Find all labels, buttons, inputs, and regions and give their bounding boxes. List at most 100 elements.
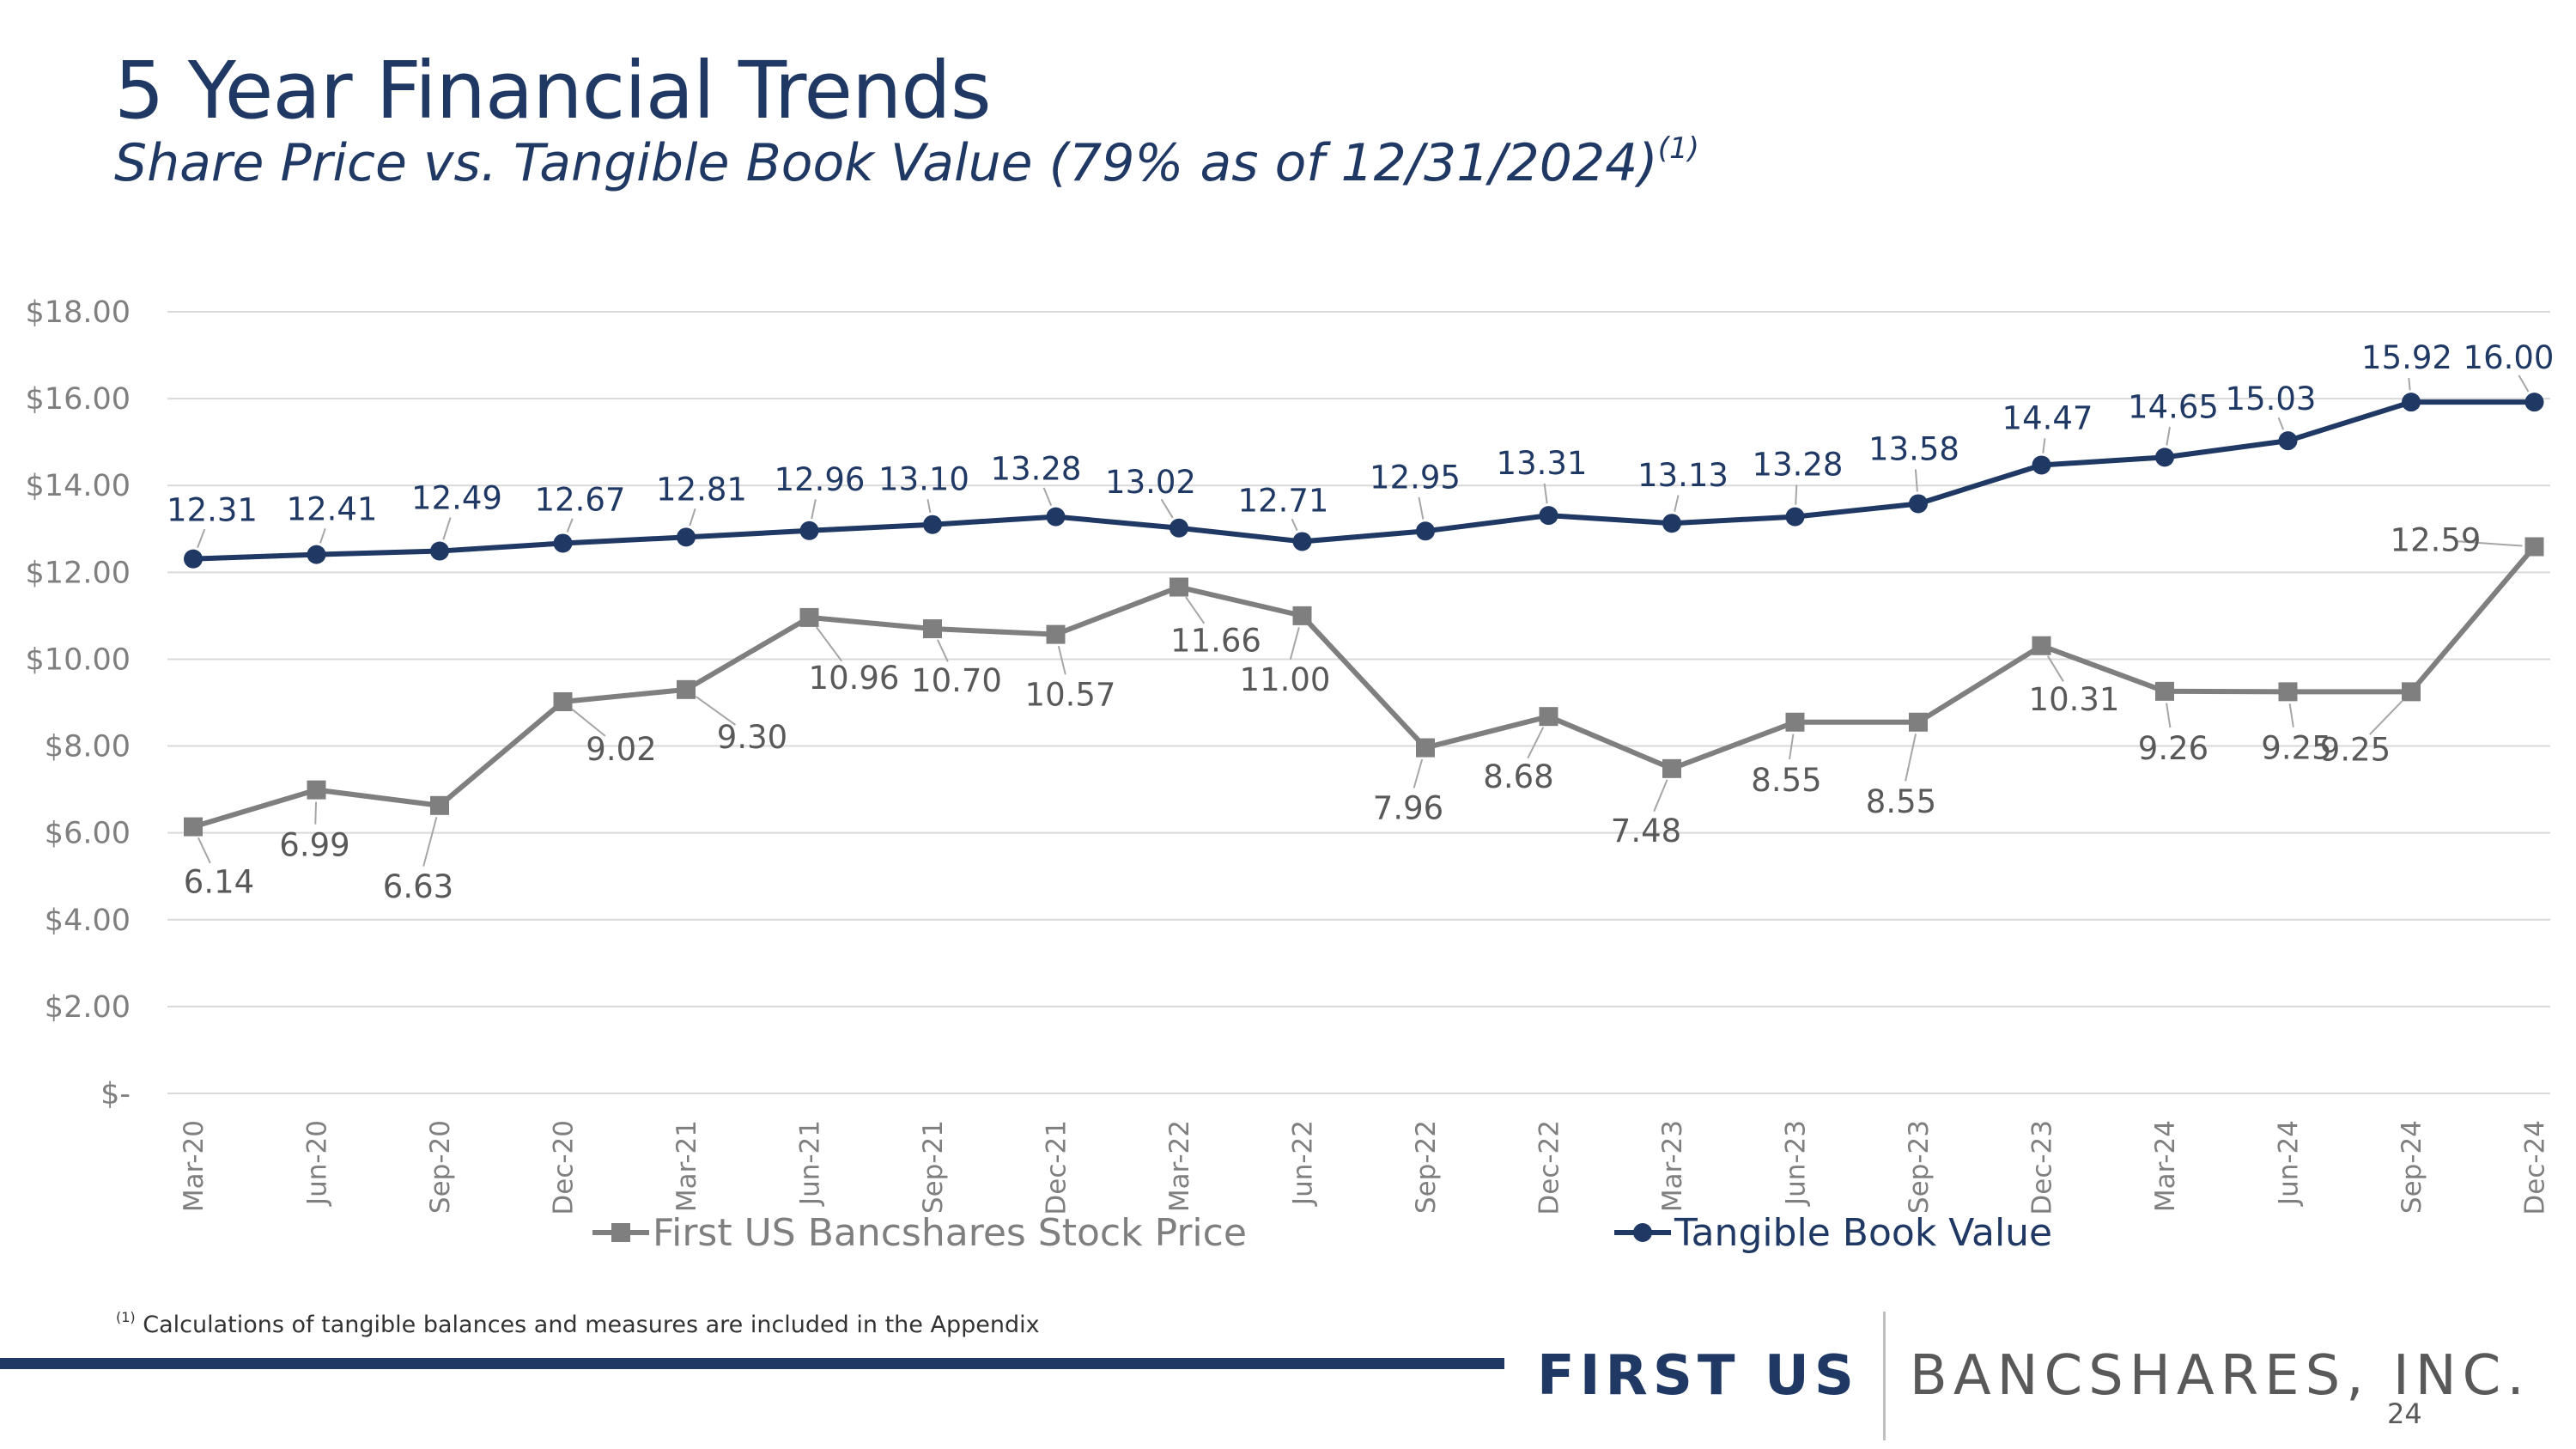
leader-line <box>1795 484 1798 505</box>
x-tick-label: Sep-23 <box>1904 1120 1935 1214</box>
data-point-tangible-book-value <box>2155 447 2174 467</box>
data-point-stock-price <box>307 780 326 800</box>
leader-line <box>197 837 211 864</box>
leader-line <box>1057 645 1066 675</box>
data-label-tangible-book-value: 12.67 <box>535 481 626 518</box>
leader-line <box>2518 374 2530 393</box>
leader-line <box>2166 426 2171 446</box>
x-tick-label: Jun-21 <box>795 1120 826 1207</box>
data-point-stock-price <box>1046 624 1066 644</box>
x-tick-label: Dec-20 <box>549 1120 580 1215</box>
data-point-stock-price <box>1292 606 1312 625</box>
leader-line <box>2368 699 2403 735</box>
data-point-tangible-book-value <box>677 527 696 547</box>
y-tick-label: $16.00 <box>26 382 131 417</box>
page-title: 5 Year Financial Trends <box>114 45 992 137</box>
data-point-stock-price <box>677 679 696 699</box>
x-tick-label: Jun-24 <box>2274 1120 2305 1207</box>
leader-line <box>1185 596 1206 624</box>
y-tick-label: $4.00 <box>45 904 131 938</box>
leader-line <box>689 508 696 527</box>
data-label-stock-price: 6.63 <box>383 868 453 905</box>
leader-line <box>695 696 737 726</box>
series-line-stock-price <box>192 545 2537 830</box>
data-label-tangible-book-value: 13.28 <box>1753 447 1844 484</box>
leader-line <box>1289 627 1300 660</box>
legend-marker-stock-price <box>611 1223 630 1242</box>
y-tick-label: $6.00 <box>45 817 131 851</box>
legend-label-tangible-book-value: Tangible Book Value <box>1674 1211 2052 1255</box>
x-tick-label: Mar-22 <box>1164 1120 1195 1212</box>
data-label-tangible-book-value: 14.65 <box>2128 388 2219 425</box>
y-tick-label: $2.00 <box>45 990 131 1025</box>
page-subtitle: Share Price vs. Tangible Book Value (79%… <box>114 131 1699 193</box>
data-point-stock-price <box>430 795 449 815</box>
data-label-tangible-book-value: 13.10 <box>878 461 969 498</box>
data-label-tangible-book-value: 14.47 <box>2002 399 2093 436</box>
data-label-stock-price: 6.99 <box>279 827 349 864</box>
data-label-stock-price: 10.57 <box>1025 677 1116 714</box>
y-tick-label: $10.00 <box>26 642 131 677</box>
data-point-stock-price <box>2402 682 2421 702</box>
data-point-stock-price <box>2155 681 2174 701</box>
data-point-tangible-book-value <box>2032 455 2051 475</box>
brand-primary: FIRST US <box>1537 1344 1859 1408</box>
data-label-stock-price: 7.48 <box>1611 813 1681 849</box>
data-point-stock-price <box>1170 577 1188 597</box>
data-label-stock-price: 11.66 <box>1170 623 1261 660</box>
data-point-tangible-book-value <box>2524 393 2544 412</box>
leader-line <box>442 517 452 540</box>
data-label-stock-price: 8.55 <box>1866 783 1936 820</box>
data-label-tangible-book-value: 16.00 <box>2464 339 2555 376</box>
data-point-stock-price <box>1416 738 1435 758</box>
leader-line <box>1789 734 1795 760</box>
data-point-stock-price <box>2524 537 2544 557</box>
leader-line <box>1418 496 1425 520</box>
leader-line <box>571 709 606 737</box>
leader-line <box>314 801 318 825</box>
data-point-tangible-book-value <box>1785 507 1805 527</box>
data-point-tangible-book-value <box>2402 393 2421 412</box>
data-label-stock-price: 6.14 <box>184 864 254 901</box>
data-point-tangible-book-value <box>184 549 203 569</box>
leader-line <box>2166 703 2172 728</box>
data-point-stock-price <box>1909 712 1928 732</box>
data-label-stock-price: 10.70 <box>911 662 1002 699</box>
footnote-marker: (1) <box>116 1309 136 1325</box>
data-point-stock-price <box>1539 707 1558 727</box>
x-tick-label: Jun-20 <box>302 1120 333 1207</box>
data-label-stock-price: 9.25 <box>2261 729 2331 766</box>
subtitle-footnote-marker: (1) <box>1657 131 1699 166</box>
x-tick-label: Sep-21 <box>918 1120 949 1214</box>
y-tick-label: $- <box>100 1077 131 1111</box>
leader-line <box>1042 487 1053 507</box>
leader-line <box>197 528 206 548</box>
x-tick-label: Mar-23 <box>1657 1120 1688 1212</box>
leader-line <box>2046 655 2064 682</box>
y-tick-label: $18.00 <box>26 295 131 330</box>
data-label-stock-price: 9.30 <box>717 719 787 756</box>
leader-line <box>2456 540 2523 547</box>
y-tick-label: $8.00 <box>45 730 131 764</box>
data-point-tangible-book-value <box>1909 494 1928 514</box>
brand-logo: FIRST US BANCSHARES, INC. <box>1537 1312 2530 1440</box>
x-tick-label: Dec-23 <box>2027 1120 2058 1215</box>
data-point-tangible-book-value <box>1292 532 1312 551</box>
leader-line <box>811 499 817 520</box>
data-label-tangible-book-value: 13.28 <box>991 451 1082 488</box>
x-tick-label: Sep-20 <box>425 1120 456 1214</box>
data-point-tangible-book-value <box>923 514 942 534</box>
x-tick-label: Sep-22 <box>1411 1120 1442 1214</box>
x-tick-label: Dec-21 <box>1042 1120 1072 1215</box>
y-tick-label: $14.00 <box>26 469 131 503</box>
legend-marker-tangible-book-value <box>1633 1223 1652 1242</box>
leader-line <box>1653 779 1668 813</box>
footer-bar <box>0 1358 1504 1369</box>
footnote-text: Calculations of tangible balances and me… <box>143 1312 1040 1338</box>
data-point-stock-price <box>1785 712 1805 732</box>
data-label-stock-price: 9.02 <box>586 731 656 768</box>
data-point-stock-price <box>1662 758 1681 778</box>
data-point-stock-price <box>553 691 573 711</box>
legend-label-stock-price: First US Bancshares Stock Price <box>653 1211 1247 1255</box>
x-tick-label: Sep-24 <box>2397 1120 2427 1214</box>
